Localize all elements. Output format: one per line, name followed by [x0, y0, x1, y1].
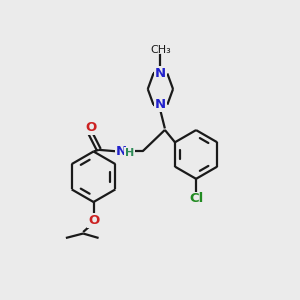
- Text: N: N: [155, 67, 166, 80]
- Text: CH₃: CH₃: [150, 45, 171, 55]
- Text: O: O: [88, 214, 99, 227]
- Text: N: N: [155, 98, 166, 111]
- Text: N: N: [116, 145, 127, 158]
- Text: O: O: [85, 121, 96, 134]
- Text: H: H: [125, 148, 134, 158]
- Text: Cl: Cl: [189, 192, 203, 205]
